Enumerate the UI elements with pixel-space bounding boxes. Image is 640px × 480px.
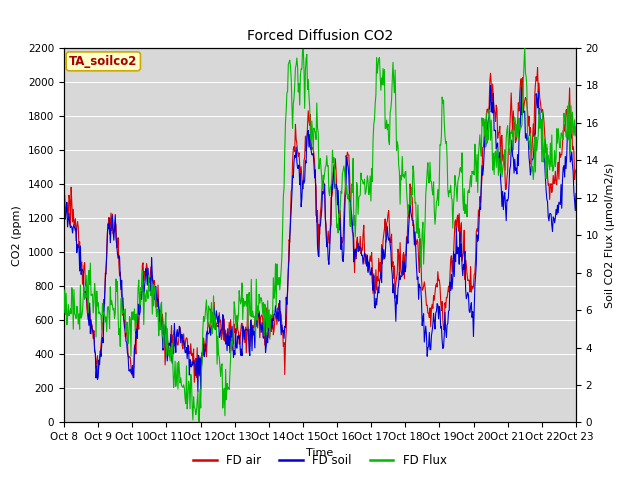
Y-axis label: CO2 (ppm): CO2 (ppm) bbox=[12, 205, 22, 265]
X-axis label: Time: Time bbox=[307, 448, 333, 457]
Y-axis label: Soil CO2 Flux (μmol/m2/s): Soil CO2 Flux (μmol/m2/s) bbox=[605, 163, 614, 308]
Legend: FD air, FD soil, FD Flux: FD air, FD soil, FD Flux bbox=[189, 449, 451, 472]
Title: Forced Diffusion CO2: Forced Diffusion CO2 bbox=[247, 29, 393, 43]
Text: TA_soilco2: TA_soilco2 bbox=[69, 55, 138, 68]
